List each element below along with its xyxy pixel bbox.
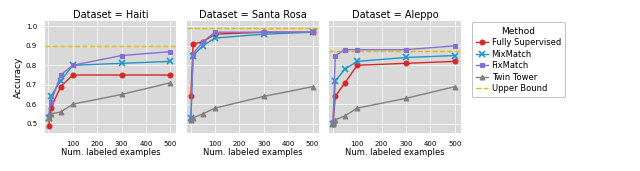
Title: Dataset = Aleppo: Dataset = Aleppo (351, 10, 438, 20)
Title: Dataset = Haiti: Dataset = Haiti (73, 10, 148, 20)
X-axis label: Num. labeled examples: Num. labeled examples (203, 148, 303, 157)
Legend: Fully Supervised, MixMatch, FixMatch, Twin Tower, Upper Bound: Fully Supervised, MixMatch, FixMatch, Tw… (472, 22, 565, 97)
X-axis label: Num. labeled examples: Num. labeled examples (345, 148, 445, 157)
Title: Dataset = Santa Rosa: Dataset = Santa Rosa (199, 10, 307, 20)
X-axis label: Num. labeled examples: Num. labeled examples (61, 148, 161, 157)
Y-axis label: Accuracy: Accuracy (14, 56, 23, 98)
